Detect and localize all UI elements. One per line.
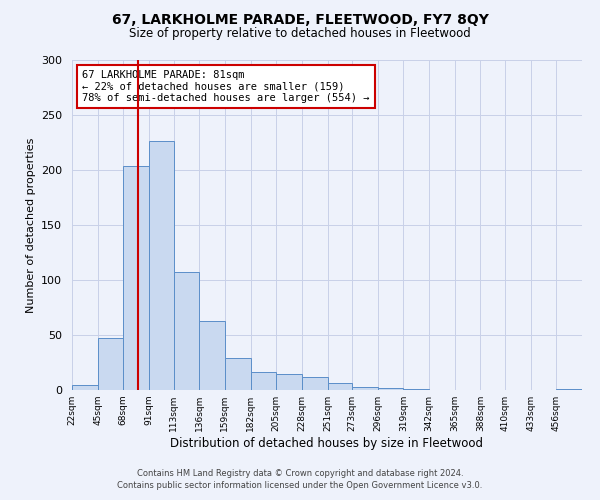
Text: Contains HM Land Registry data © Crown copyright and database right 2024.: Contains HM Land Registry data © Crown c… [137,468,463,477]
Bar [276,374,302,390]
Bar [556,389,582,390]
Text: Contains public sector information licensed under the Open Government Licence v3: Contains public sector information licen… [118,481,482,490]
Bar [378,388,403,390]
Bar [352,386,378,390]
Bar [403,389,429,390]
Bar [98,338,124,390]
Bar [149,142,173,390]
X-axis label: Distribution of detached houses by size in Fleetwood: Distribution of detached houses by size … [170,437,484,450]
Bar [72,384,98,390]
Text: 67 LARKHOLME PARADE: 81sqm
← 22% of detached houses are smaller (159)
78% of sem: 67 LARKHOLME PARADE: 81sqm ← 22% of deta… [82,70,370,103]
Bar [302,377,328,390]
Bar [251,372,276,390]
Text: 67, LARKHOLME PARADE, FLEETWOOD, FY7 8QY: 67, LARKHOLME PARADE, FLEETWOOD, FY7 8QY [112,12,488,26]
Bar [124,166,149,390]
Bar [225,358,251,390]
Y-axis label: Number of detached properties: Number of detached properties [26,138,35,312]
Bar [173,272,199,390]
Bar [199,320,225,390]
Text: Size of property relative to detached houses in Fleetwood: Size of property relative to detached ho… [129,28,471,40]
Bar [328,384,352,390]
